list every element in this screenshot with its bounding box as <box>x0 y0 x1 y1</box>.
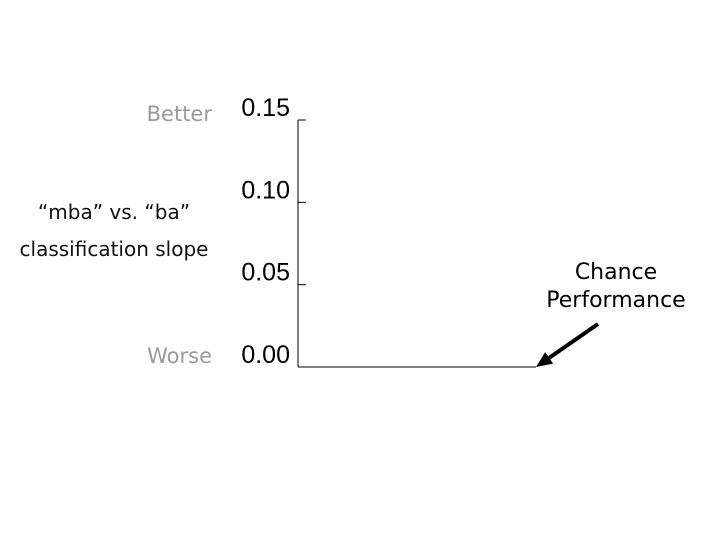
arrow-shaft <box>548 322 600 360</box>
annotation-line-2: Performance <box>546 288 686 313</box>
better-label: Better <box>146 102 212 126</box>
annotation-arrow <box>536 322 600 367</box>
arrow-head <box>536 352 554 367</box>
worse-label: Worse <box>147 344 212 368</box>
y-tick-label: 0.10 <box>241 176 290 204</box>
y-tick-label: 0.00 <box>241 341 290 369</box>
y-axis-label: “mba” vs. “ba” classification slope <box>19 200 209 261</box>
y-tick-label: 0.15 <box>241 94 290 122</box>
annotation-line-1: Chance <box>574 260 658 285</box>
chance-performance-annotation: Chance Performance <box>530 259 702 315</box>
y-axis-ticks: 0.00 0.05 0.10 0.15 <box>241 94 306 369</box>
y-tick-label: 0.05 <box>241 259 290 287</box>
